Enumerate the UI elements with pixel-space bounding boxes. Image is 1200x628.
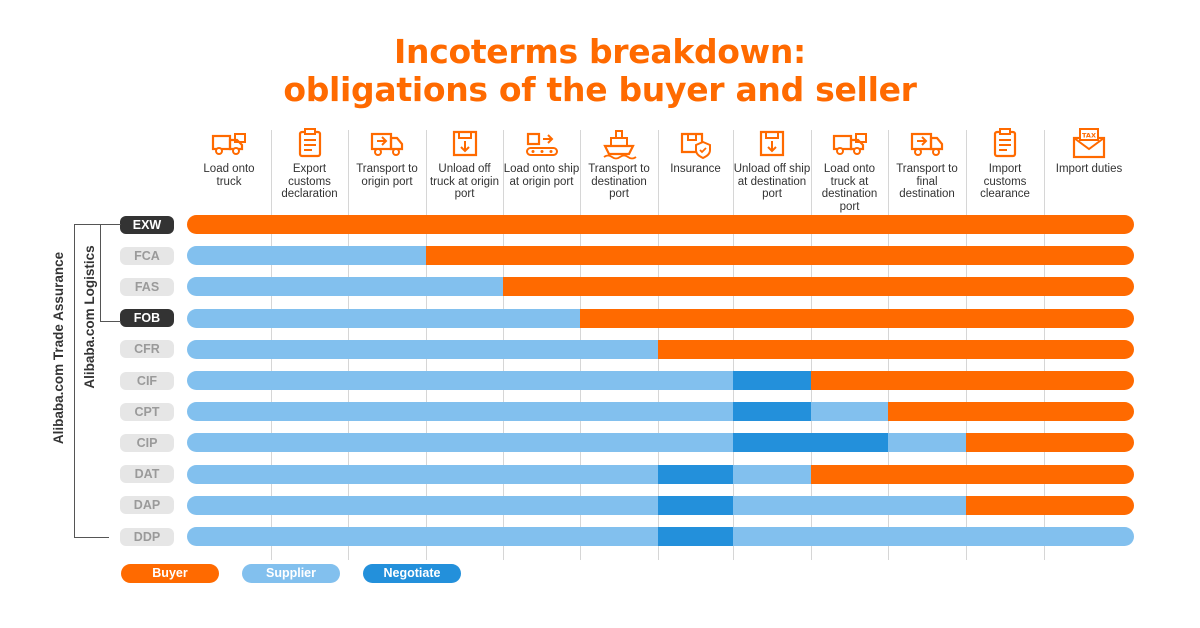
term-bar-cpt bbox=[187, 402, 1134, 422]
column-label: Import customs clearance bbox=[980, 163, 1030, 200]
column-label: Unload off truck at origin port bbox=[429, 163, 500, 200]
term-bar-cfr bbox=[187, 339, 1134, 359]
segment-supplier bbox=[187, 433, 733, 453]
column-label: Load onto ship at origin port bbox=[503, 163, 580, 188]
segment-supplier bbox=[888, 433, 966, 453]
segment-supplier bbox=[187, 277, 503, 297]
title-line-1: Incoterms breakdown: bbox=[394, 32, 806, 71]
truck-icon bbox=[209, 126, 249, 160]
segment-negotiate bbox=[733, 371, 811, 390]
segment-negotiate bbox=[733, 402, 811, 422]
logistics-bracket bbox=[100, 224, 121, 322]
term-badge-cfr: CFR bbox=[120, 340, 174, 359]
legend-buyer: Buyer bbox=[121, 564, 219, 583]
unload-box-icon bbox=[445, 126, 485, 160]
segment-buyer bbox=[966, 495, 1134, 515]
segment-supplier bbox=[733, 464, 811, 484]
term-bar-cip bbox=[187, 433, 1134, 453]
term-badge-fas: FAS bbox=[120, 277, 174, 296]
segment-supplier bbox=[187, 464, 658, 484]
column-label: Load onto truck bbox=[203, 163, 255, 188]
segment-buyer bbox=[811, 464, 1134, 484]
segment-supplier bbox=[733, 495, 966, 515]
column-label: Transport to destination port bbox=[588, 163, 650, 200]
title-line-2: obligations of the buyer and seller bbox=[283, 70, 917, 109]
delivery-truck-icon bbox=[367, 126, 407, 160]
term-badge-fca: FCA bbox=[120, 246, 174, 265]
segment-buyer bbox=[811, 371, 1134, 390]
segment-buyer bbox=[503, 277, 1134, 297]
segment-buyer bbox=[888, 402, 1134, 422]
delivery-truck-icon bbox=[907, 126, 947, 160]
term-badge-cpt: CPT bbox=[120, 402, 174, 421]
clipboard-icon bbox=[985, 126, 1025, 160]
segment-supplier bbox=[187, 495, 658, 515]
segment-buyer bbox=[426, 246, 1134, 266]
column-label: Import duties bbox=[1055, 163, 1123, 175]
legend-supplier: Supplier bbox=[242, 564, 340, 583]
segment-buyer bbox=[580, 308, 1134, 328]
trade-assurance-label: Alibaba.com Trade Assurance bbox=[51, 251, 66, 445]
segment-supplier bbox=[187, 527, 658, 546]
conveyor-icon bbox=[522, 126, 562, 160]
column-label: Insurance bbox=[670, 163, 721, 175]
term-badge-dat: DAT bbox=[120, 465, 174, 484]
unload-box-icon bbox=[752, 126, 792, 160]
column-label: Unload off ship at destination port bbox=[733, 163, 811, 200]
segment-supplier bbox=[811, 402, 888, 422]
tax-envelope-icon: TAX bbox=[1069, 126, 1109, 160]
term-badge-cif: CIF bbox=[120, 371, 174, 390]
term-bar-dat bbox=[187, 464, 1134, 484]
term-badge-exw: EXW bbox=[120, 215, 174, 234]
segment-negotiate bbox=[658, 527, 733, 546]
term-badge-dap: DAP bbox=[120, 496, 174, 515]
column-label: Export customs declaration bbox=[281, 163, 338, 200]
term-badge-cip: CIP bbox=[120, 433, 174, 452]
truck-icon bbox=[830, 126, 870, 160]
segment-supplier bbox=[187, 246, 426, 266]
term-bar-dap bbox=[187, 495, 1134, 515]
legend-negotiate: Negotiate bbox=[363, 564, 461, 583]
term-bar-fob bbox=[187, 308, 1134, 328]
segment-buyer bbox=[966, 433, 1134, 453]
column-label: Transport to final destination bbox=[896, 163, 958, 200]
segment-supplier bbox=[187, 308, 580, 328]
segment-supplier bbox=[187, 402, 733, 422]
term-bar-ddp bbox=[187, 527, 1134, 546]
term-bar-cif bbox=[187, 371, 1134, 390]
term-bar-fca bbox=[187, 246, 1134, 266]
svg-text:TAX: TAX bbox=[1082, 132, 1096, 140]
segment-negotiate bbox=[658, 464, 733, 484]
segment-negotiate bbox=[658, 495, 733, 515]
segment-buyer bbox=[658, 339, 1134, 359]
term-bar-fas bbox=[187, 277, 1134, 297]
ship-icon bbox=[599, 126, 639, 160]
trade-assurance-bracket bbox=[74, 224, 109, 538]
term-badge-ddp: DDP bbox=[120, 527, 174, 546]
segment-supplier bbox=[187, 339, 658, 359]
segment-buyer bbox=[187, 215, 1134, 234]
term-badge-fob: FOB bbox=[120, 309, 174, 328]
segment-supplier bbox=[733, 527, 1134, 546]
clipboard-icon bbox=[290, 126, 330, 160]
column-label: Transport to origin port bbox=[356, 163, 418, 188]
logistics-label: Alibaba.com Logistics bbox=[82, 245, 97, 389]
shield-box-icon bbox=[676, 126, 716, 160]
column-label: Load onto truck at destination port bbox=[821, 163, 878, 213]
term-bar-exw bbox=[187, 215, 1134, 234]
segment-supplier bbox=[187, 371, 733, 390]
segment-negotiate bbox=[733, 433, 888, 453]
